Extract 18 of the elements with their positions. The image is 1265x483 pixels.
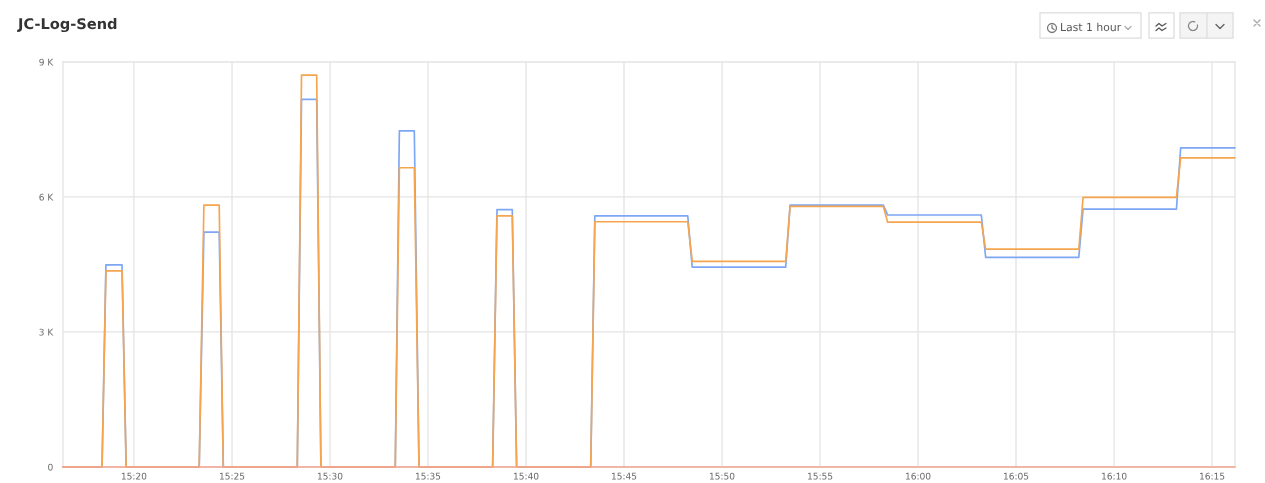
x-tick-label: 16:10 — [1102, 472, 1127, 480]
x-tick-label: 15:35 — [415, 472, 441, 480]
x-tick-label: 15:30 — [317, 472, 343, 480]
x-tick-label: 15:55 — [808, 472, 833, 480]
x-tick-label: 15:45 — [611, 472, 637, 480]
x-tick-label: 16:00 — [906, 472, 931, 480]
x-tick-label: 16:05 — [1003, 472, 1029, 480]
x-tick-label: 15:50 — [709, 472, 735, 480]
y-tick-label: 3 K — [39, 328, 54, 336]
x-tick-label: 15:25 — [219, 472, 245, 480]
x-tick-label: 15:40 — [514, 472, 539, 480]
y-tick-label: 9 K — [39, 58, 54, 66]
y-tick-label: 0 — [48, 463, 53, 471]
y-tick-label: 6 K — [39, 193, 54, 201]
x-tick-label: 16:15 — [1200, 472, 1225, 480]
text: Last 1 hour — [1061, 22, 1122, 32]
chart-title: JC-Log-Send — [17, 17, 117, 33]
x-tick-label: 15:20 — [121, 472, 147, 480]
